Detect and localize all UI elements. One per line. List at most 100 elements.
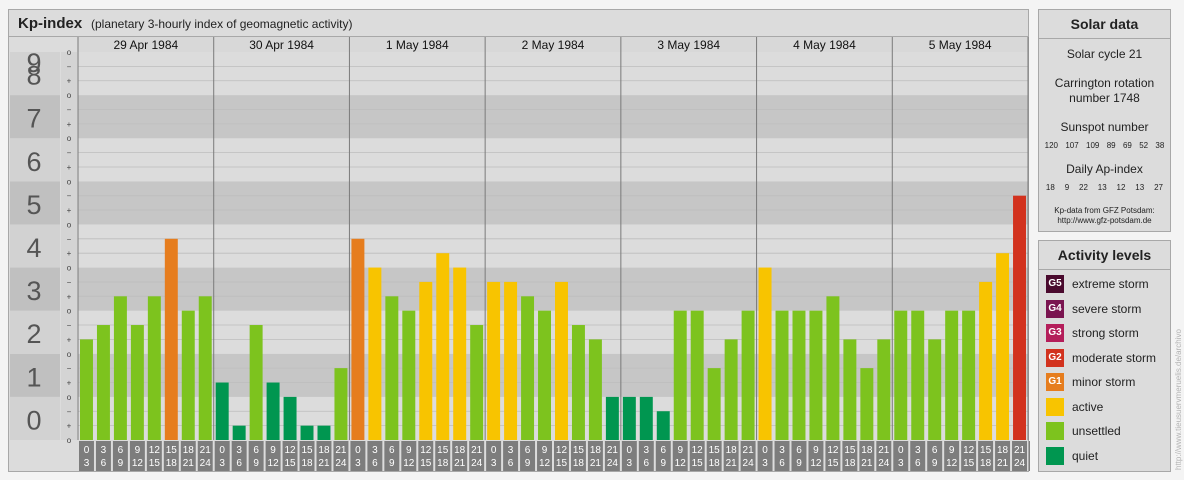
sub-tick-label: − [67,62,72,71]
interval-cell [197,441,213,471]
interval-end-label: 3 [219,458,225,469]
level-label: severe storm [1072,301,1142,316]
day-header-band [78,37,1028,52]
sunspot-value: 38 [1155,141,1165,150]
interval-cell [79,441,94,471]
sunspot-value: 120 [1044,141,1059,150]
y-tick-label: 2 [26,319,41,349]
interval-cell [350,441,366,471]
kp-bar [419,281,433,440]
kp-bar [181,310,195,440]
kp-bar [605,396,619,440]
interval-cell [621,441,637,471]
interval-cell [180,441,196,471]
interval-cell [469,441,485,471]
interval-cell [740,441,756,471]
interval-cell [604,441,620,471]
interval-cell [910,441,926,471]
level-swatch: G4 [1046,299,1064,318]
solar-data-panel: Solar data Solar cycle 21 Carrington rot… [1038,9,1171,232]
y-label-band [10,52,60,96]
sub-tick-label: − [67,321,72,330]
kp-bar [877,339,891,440]
interval-cell [638,441,654,471]
kp-bar [724,339,738,440]
sub-tick-label: o [67,350,72,359]
credit-line-1: Kp-data from GFZ Potsdam: [1054,206,1155,215]
interval-end-label: 6 [372,458,378,469]
interval-cell [316,441,332,471]
sub-tick-label: o [67,177,72,186]
y-label-band [10,95,60,139]
interval-end-label: 3 [84,458,90,469]
interval-start-label: 3 [236,445,242,456]
y-tick-label: 6 [26,147,41,177]
interval-end-label: 12 [268,458,280,469]
kp-bar [996,253,1010,440]
interval-start-label: 18 [861,445,873,456]
credit-line-2: http://www.gfz-potsdam.de [1057,216,1152,225]
interval-end-label: 21 [726,458,738,469]
kp-bar [741,310,755,440]
activity-level-item: G4 severe storm [1046,299,1141,319]
interval-cell [672,441,688,471]
kp-bar [368,267,382,440]
kp-bar [436,253,450,440]
day-label: 5 May 1984 [929,38,992,52]
activity-level-item: active [1046,397,1103,417]
interval-end-label: 18 [301,458,313,469]
kp-bar [521,296,535,440]
interval-end-label: 24 [200,458,212,469]
interval-start-label: 0 [898,445,904,456]
interval-start-label: 15 [301,445,313,456]
interval-start-label: 21 [335,445,347,456]
sub-tick-column [61,52,77,440]
interval-cell [1029,441,1030,471]
chart-header: Kp-index (planetary 3-hourly index of ge… [9,10,1028,37]
interval-start-label: 12 [149,445,161,456]
interval-cell [978,441,994,471]
day-label: 30 Apr 1984 [249,38,314,52]
y-tick-label: 7 [26,104,41,134]
level-swatch [1046,397,1064,416]
interval-end-label: 18 [437,458,449,469]
interval-start-label: 12 [284,445,296,456]
activity-levels-heading: Activity levels [1039,241,1170,270]
interval-end-label: 21 [183,458,195,469]
interval-end-label: 21 [861,458,873,469]
solar-cycle: Solar cycle 21 [1066,47,1143,61]
kp-band [78,138,1028,182]
sunspot-value: 52 [1139,141,1149,150]
interval-cell [961,441,977,471]
level-label: active [1072,399,1104,414]
sub-tick-label: o [67,91,72,100]
interval-cell [418,441,434,471]
interval-start-label: 12 [827,445,839,456]
interval-cell [927,441,943,471]
level-swatch: G3 [1046,324,1064,342]
interval-start-label: 0 [762,445,768,456]
interval-start-label: 9 [406,445,412,456]
level-swatch: G5 [1046,275,1064,293]
ap-value: 27 [1154,183,1163,192]
activity-level-item: quiet [1046,446,1098,466]
interval-cell [248,441,264,471]
interval-start-label: 6 [525,445,531,456]
interval-start-label: 0 [355,445,361,456]
activity-level-item: G1 minor storm [1046,372,1135,392]
kp-band [78,52,1028,96]
interval-end-label: 18 [844,458,856,469]
sub-tick-label: + [67,422,72,431]
interval-cell [401,441,417,471]
kp-bar [283,396,297,440]
kp-band [78,181,1028,225]
level-label: quiet [1072,448,1099,463]
activity-level-item: G3 strong storm [1046,323,1139,343]
interval-end-label: 6 [779,458,785,469]
kp-bar [198,296,212,440]
day-label: 29 Apr 1984 [113,38,178,52]
interval-end-label: 6 [236,458,242,469]
chart-title: Kp-index [18,15,83,32]
kp-bar [860,368,874,440]
y-tick-label: 9 [26,48,41,78]
